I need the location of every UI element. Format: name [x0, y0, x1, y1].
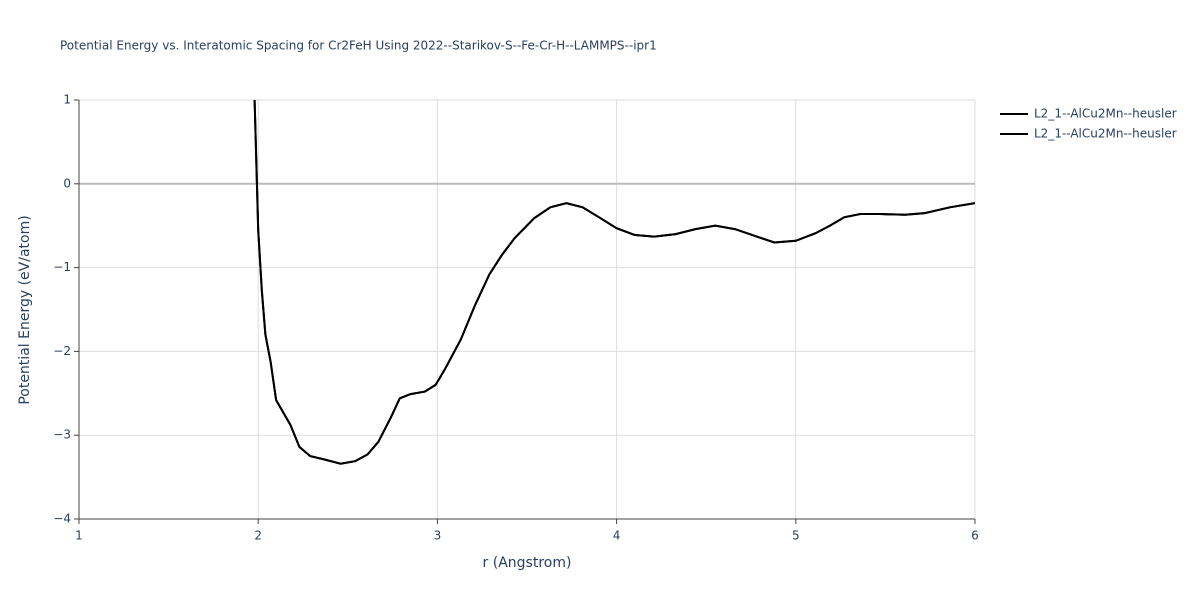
x-tick-label: 5 — [792, 529, 800, 543]
y-tick-label: −2 — [53, 344, 71, 358]
legend-label: L2_1--AlCu2Mn--heusler — [1034, 107, 1177, 121]
x-tick-label: 2 — [254, 529, 262, 543]
chart-title: Potential Energy vs. Interatomic Spacing… — [60, 39, 657, 53]
x-tick-label: 3 — [434, 529, 442, 543]
y-tick-label: −4 — [53, 512, 71, 526]
y-tick-label: −1 — [53, 260, 71, 274]
y-tick-label: 0 — [63, 176, 71, 190]
y-tick-label: 1 — [63, 93, 71, 107]
x-axis-label: r (Angstrom) — [483, 555, 572, 571]
grid — [78, 99, 976, 520]
y-axis-label: Potential Energy (eV/atom) — [17, 215, 33, 404]
y-tick-label: −3 — [53, 428, 71, 442]
legend-label: L2_1--AlCu2Mn--heusler — [1034, 127, 1177, 141]
x-tick-label: 6 — [971, 529, 979, 543]
line-series — [253, 99, 975, 465]
line-series — [253, 99, 975, 465]
x-tick-label: 1 — [75, 529, 83, 543]
x-tick-label: 4 — [613, 529, 621, 543]
